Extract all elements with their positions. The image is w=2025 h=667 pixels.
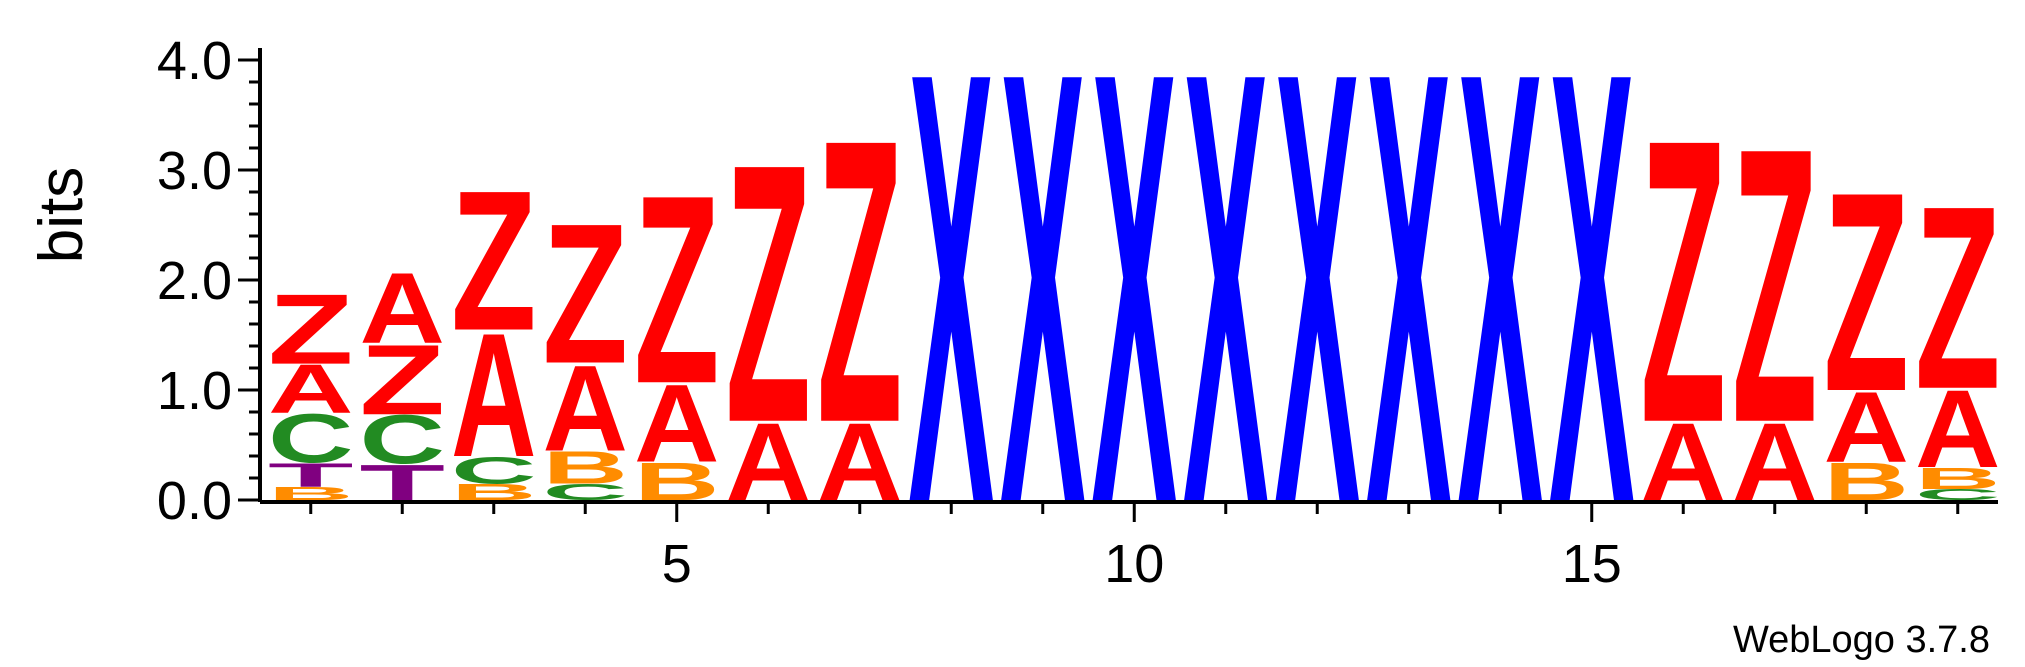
logo-letter-Z: Z	[268, 273, 353, 385]
y-axis: 0.0 1.0 2.0 3.0 4.0	[157, 31, 260, 531]
logo-column-8: X	[909, 0, 995, 632]
logo-letter-Z: Z	[817, 56, 902, 508]
logo-column-9: X	[1000, 0, 1086, 632]
y-tick-label: 0.0	[157, 471, 232, 531]
logo-letter-X: X	[1183, 0, 1269, 632]
y-tick-label: 1.0	[157, 361, 232, 421]
logo-letter-X: X	[1092, 0, 1178, 632]
logo-letter-X: X	[909, 0, 995, 632]
x-tick-label: 5	[662, 534, 692, 594]
logo-column-15: X	[1549, 0, 1635, 632]
logo-column-13: X	[1366, 0, 1452, 632]
logo-column-7: AZ	[817, 56, 902, 524]
logo-column-16: AZ	[1641, 56, 1726, 524]
logo-column-12: X	[1275, 0, 1361, 632]
logo-letter-Z: Z	[451, 149, 536, 373]
logo-letter-X: X	[1458, 0, 1544, 632]
logo-letter-X: X	[1366, 0, 1452, 632]
y-axis-title: bits	[27, 167, 96, 263]
logo-letter-Z: Z	[543, 182, 628, 406]
logo-column-17: AZ	[1732, 68, 1817, 524]
logo-letter-X: X	[1549, 0, 1635, 632]
logo-letter-Z: Z	[1732, 68, 1817, 505]
y-tick-label: 4.0	[157, 31, 232, 91]
y-tick-label: 2.0	[157, 251, 232, 311]
logo-letter-Z: Z	[1641, 56, 1726, 508]
logo-letter-Z: Z	[634, 140, 719, 440]
logo-column-18: BAZ	[1824, 134, 1910, 512]
logo-column-14: X	[1458, 0, 1544, 632]
logo-letter-X: X	[1275, 0, 1361, 632]
logo-letter-Z: Z	[1824, 134, 1909, 451]
logo-column-10: X	[1092, 0, 1178, 632]
logo-column-6: AZ	[726, 89, 811, 524]
logo-letter-Z: Z	[726, 89, 811, 500]
logo-column-11: X	[1183, 0, 1269, 632]
weblogo-credit: WebLogo 3.7.8	[1733, 619, 1990, 661]
logo-letter-Z: Z	[1915, 152, 2000, 444]
logo-letter-A: A	[360, 253, 445, 364]
y-tick-label: 3.0	[157, 141, 232, 201]
logo-column-5: BAZ	[634, 140, 720, 512]
logo-letter-X: X	[1000, 0, 1086, 632]
